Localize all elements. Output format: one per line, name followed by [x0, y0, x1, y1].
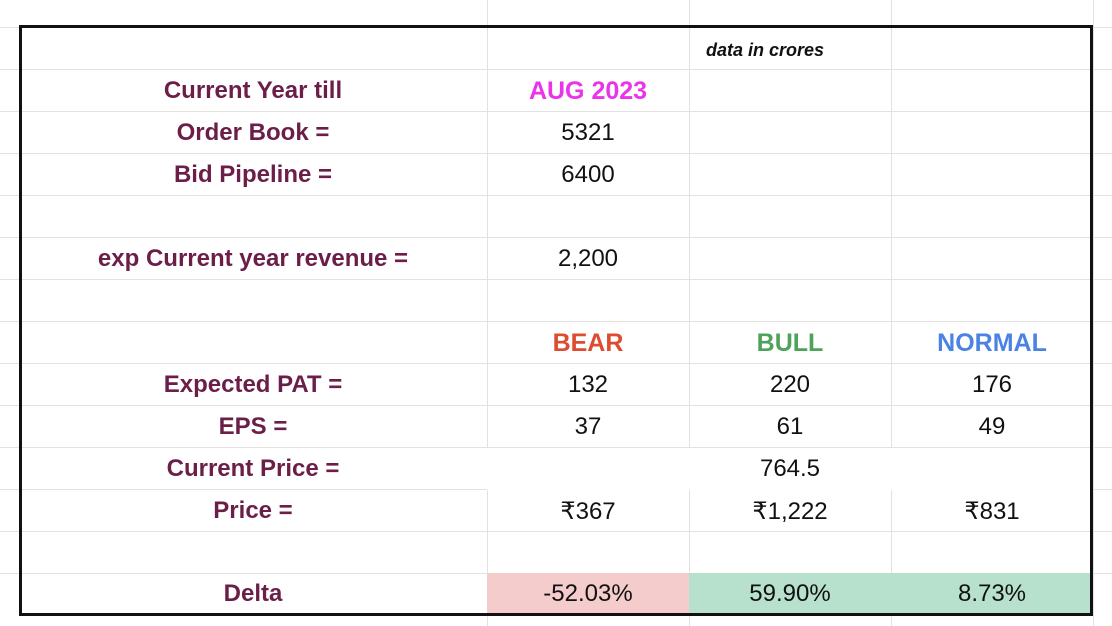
eps-label[interactable]: EPS =: [218, 413, 288, 440]
expected-pat-bull[interactable]: 220: [769, 371, 811, 398]
order-book-value[interactable]: 5321: [561, 119, 615, 146]
delta-normal-fill: [891, 573, 1093, 615]
eps-bull[interactable]: 61: [776, 413, 804, 440]
gridline: [0, 195, 1112, 196]
scenario-normal-header[interactable]: NORMAL: [937, 328, 1047, 357]
current-price-label[interactable]: Current Price =: [166, 455, 340, 482]
gridline: [0, 363, 1112, 364]
gridline: [0, 111, 1112, 112]
scenario-bear-header[interactable]: BEAR: [552, 328, 624, 357]
delta-normal[interactable]: 8.73%: [957, 580, 1027, 607]
price-normal[interactable]: ₹831: [964, 497, 1020, 525]
expected-pat-normal[interactable]: 176: [971, 371, 1013, 398]
gridline: [1093, 0, 1094, 626]
units-note[interactable]: data in crores: [705, 39, 825, 60]
current-year-value[interactable]: AUG 2023: [528, 76, 648, 105]
eps-normal[interactable]: 49: [978, 413, 1006, 440]
price-label[interactable]: Price =: [213, 497, 293, 524]
bid-pipeline-label[interactable]: Bid Pipeline =: [173, 161, 333, 188]
order-book-label[interactable]: Order Book =: [176, 119, 330, 146]
gridline: [0, 321, 1112, 322]
gridline: [0, 69, 1112, 70]
delta-bear-fill: [487, 573, 689, 615]
price-bull[interactable]: ₹1,222: [752, 497, 828, 525]
bid-pipeline-value[interactable]: 6400: [561, 161, 615, 188]
gridline: [487, 0, 488, 626]
gridline: [0, 27, 1112, 28]
gridline: [0, 237, 1112, 238]
eps-bear[interactable]: 37: [574, 413, 602, 440]
delta-bull-fill: [689, 573, 891, 615]
expected-pat-label[interactable]: Expected PAT =: [163, 371, 343, 398]
scenario-bull-header[interactable]: BULL: [756, 328, 824, 357]
gridline: [0, 531, 1112, 532]
current-price-value[interactable]: 764.5: [487, 448, 1093, 490]
exp-revenue-value[interactable]: 2,200: [557, 245, 619, 272]
delta-label[interactable]: Delta: [223, 580, 283, 607]
current-year-label[interactable]: Current Year till: [163, 77, 343, 104]
expected-pat-bear[interactable]: 132: [567, 371, 609, 398]
gridline: [0, 447, 1112, 448]
gridline: [891, 0, 892, 626]
gridline: [0, 405, 1112, 406]
delta-bull[interactable]: 59.90%: [749, 580, 831, 607]
gridline: [0, 279, 1112, 280]
exp-revenue-label[interactable]: exp Current year revenue =: [97, 245, 409, 272]
delta-bear[interactable]: -52.03%: [543, 580, 633, 607]
gridline: [689, 0, 690, 626]
gridline: [0, 153, 1112, 154]
price-bear[interactable]: ₹367: [560, 497, 616, 525]
